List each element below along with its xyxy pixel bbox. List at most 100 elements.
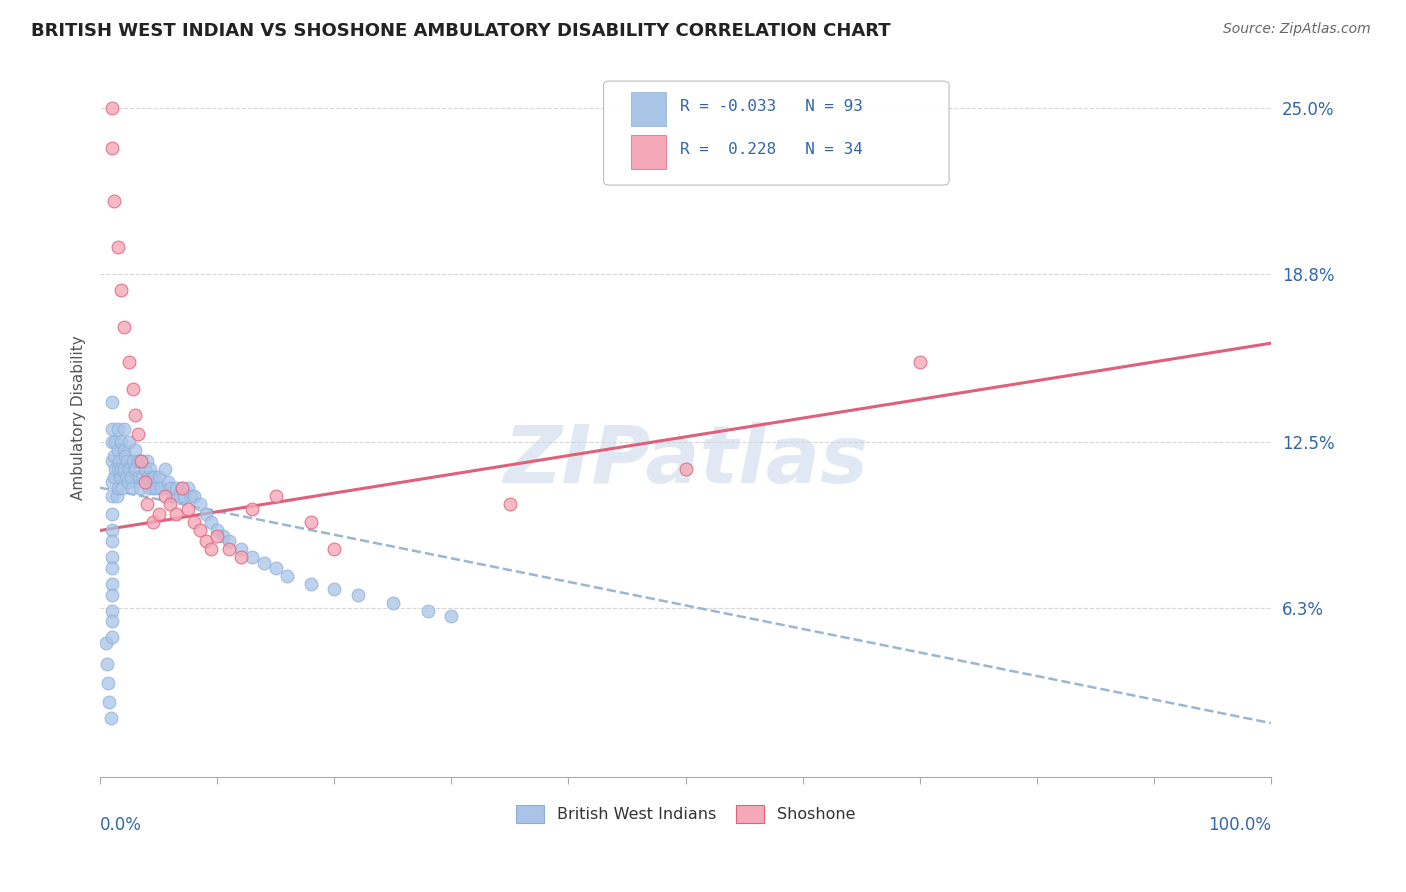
Point: [188, 497, 211, 511]
Point: [169, 489, 191, 503]
Point: [103, 449, 125, 463]
Point: [110, 462, 132, 476]
Point: [101, 588, 124, 602]
Point: [101, 101, 124, 115]
Point: [101, 422, 124, 436]
Point: [141, 470, 163, 484]
Point: [212, 529, 235, 543]
Point: [205, 524, 228, 538]
Point: [173, 489, 195, 503]
Point: [101, 604, 124, 618]
Point: [136, 454, 159, 468]
Point: [127, 427, 149, 442]
Point: [101, 561, 124, 575]
Point: [101, 631, 124, 645]
Point: [440, 609, 463, 624]
Point: [180, 489, 202, 503]
Point: [253, 556, 276, 570]
Point: [120, 470, 142, 484]
Point: [299, 516, 322, 530]
Point: [101, 534, 124, 549]
Point: [107, 462, 129, 476]
Point: [381, 596, 404, 610]
Point: [101, 395, 124, 409]
Point: [150, 481, 173, 495]
Point: [240, 502, 263, 516]
Point: [115, 454, 138, 468]
Text: 0.0%: 0.0%: [100, 816, 142, 834]
Point: [200, 542, 222, 557]
Point: [101, 141, 124, 155]
Text: 100.0%: 100.0%: [1208, 816, 1271, 834]
Point: [101, 508, 124, 522]
Point: [136, 497, 159, 511]
Legend: British West Indians, Shoshone: British West Indians, Shoshone: [509, 798, 862, 830]
Text: ZIPatlas: ZIPatlas: [503, 422, 868, 500]
Point: [98, 695, 121, 709]
Point: [218, 542, 240, 557]
Point: [134, 475, 156, 490]
Point: [103, 194, 125, 209]
Point: [107, 481, 129, 495]
Point: [112, 462, 135, 476]
Point: [108, 454, 131, 468]
Point: [118, 435, 141, 450]
Point: [138, 481, 160, 495]
Point: [142, 516, 165, 530]
Point: [112, 320, 135, 334]
Point: [499, 497, 522, 511]
Point: [134, 462, 156, 476]
Point: [148, 508, 170, 522]
Point: [110, 283, 132, 297]
Point: [122, 454, 145, 468]
Point: [346, 588, 368, 602]
Point: [200, 516, 222, 530]
Point: [101, 550, 124, 565]
Point: [162, 489, 184, 503]
Point: [115, 470, 138, 484]
Point: [94, 636, 117, 650]
Point: [218, 534, 240, 549]
Point: [908, 355, 931, 369]
Point: [121, 481, 143, 495]
Point: [159, 481, 181, 495]
Point: [124, 462, 146, 476]
Point: [148, 470, 170, 484]
Point: [100, 711, 122, 725]
Point: [264, 561, 287, 575]
Y-axis label: Ambulatory Disability: Ambulatory Disability: [72, 335, 86, 500]
Point: [107, 443, 129, 458]
Point: [104, 435, 127, 450]
Point: [112, 422, 135, 436]
Point: [145, 481, 167, 495]
Point: [118, 355, 141, 369]
Point: [101, 435, 124, 450]
Point: [107, 240, 129, 254]
Point: [165, 508, 187, 522]
Point: [101, 615, 124, 629]
Point: [276, 569, 298, 583]
Point: [157, 475, 180, 490]
Point: [194, 508, 217, 522]
Point: [124, 443, 146, 458]
Point: [194, 534, 217, 549]
Point: [188, 524, 211, 538]
Point: [142, 481, 165, 495]
Point: [172, 481, 194, 495]
Point: [129, 454, 152, 468]
Bar: [630, 135, 665, 169]
Point: [165, 481, 187, 495]
Point: [136, 470, 159, 484]
Point: [143, 470, 166, 484]
FancyBboxPatch shape: [603, 81, 949, 185]
Point: [127, 454, 149, 468]
Text: R =  0.228   N = 34: R = 0.228 N = 34: [679, 142, 863, 157]
Point: [105, 489, 128, 503]
Point: [153, 489, 176, 503]
Point: [416, 604, 439, 618]
Point: [240, 550, 263, 565]
Point: [111, 481, 134, 495]
Point: [299, 577, 322, 591]
Point: [101, 577, 124, 591]
Text: R = -0.033   N = 93: R = -0.033 N = 93: [679, 99, 863, 113]
